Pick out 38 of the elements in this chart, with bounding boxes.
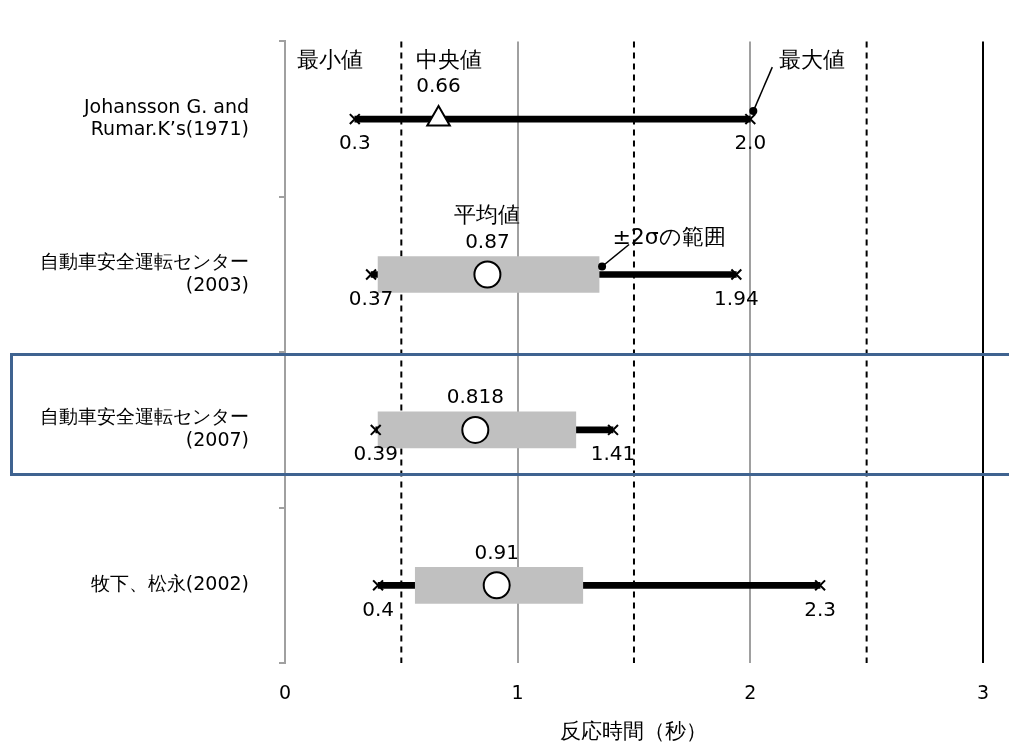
annotation: 最大値 — [779, 46, 846, 72]
bar — [377, 256, 600, 293]
point — [365, 268, 378, 281]
data-label: 0.87 — [465, 228, 510, 253]
annotation: ±2σの範囲 — [612, 224, 726, 250]
data-label: 0.4 — [362, 596, 394, 621]
point — [482, 571, 511, 600]
annotation: 平均値 — [454, 202, 521, 228]
x-tick-label: 0 — [278, 681, 292, 704]
data-label: 1.94 — [714, 285, 759, 310]
data-label: 2.0 — [734, 130, 767, 155]
point — [348, 113, 361, 126]
point — [744, 113, 757, 126]
y-tick-label: 自動車安全運転センター (2007) — [40, 405, 249, 451]
point — [369, 423, 382, 436]
data-label: 0.66 — [416, 73, 461, 98]
data-label: 0.3 — [338, 130, 371, 155]
point — [461, 415, 490, 444]
y-tick-label: 自動車安全運転センター (2003) — [40, 250, 249, 295]
point — [730, 268, 743, 281]
data-label: 0.37 — [348, 285, 394, 310]
point — [473, 260, 502, 289]
x-axis-title: 反応時間（秒） — [560, 718, 708, 743]
data-label: 2.3 — [804, 596, 837, 621]
point — [607, 423, 619, 436]
x-tick-label: 2 — [744, 681, 757, 704]
data-label: 1.41 — [590, 441, 636, 466]
y-tick-label: Johansson G. and Rumar.K’s(1971) — [82, 94, 249, 140]
x-tick-label: 3 — [976, 681, 989, 704]
data-label: 0.91 — [474, 539, 519, 564]
point — [814, 579, 827, 592]
point — [372, 579, 385, 592]
y-tick-label: 牧下、松永(2002) — [90, 572, 249, 595]
data-label: 0.818 — [446, 384, 504, 409]
annotation: 中央値 — [415, 46, 482, 72]
annotation: 最小値 — [296, 46, 363, 72]
data-label: 0.39 — [353, 441, 398, 466]
x-tick-label: 1 — [511, 681, 524, 704]
